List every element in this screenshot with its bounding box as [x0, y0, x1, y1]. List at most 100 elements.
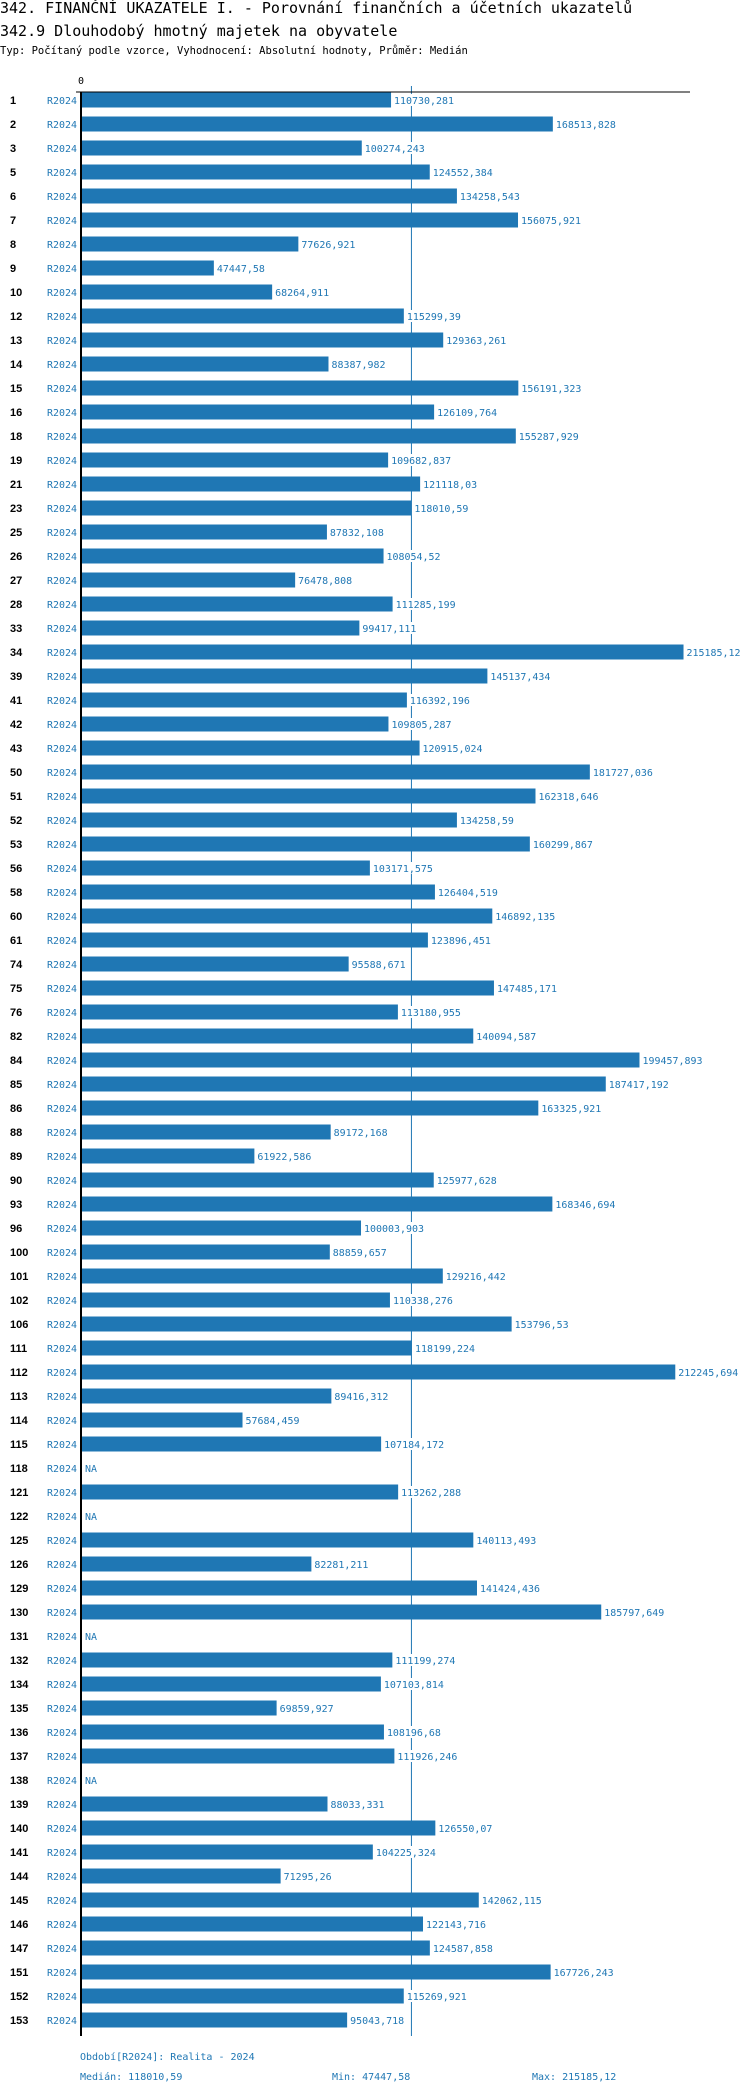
- category-label: 151: [10, 1967, 28, 1979]
- value-label-bg: [474, 1534, 538, 1546]
- value-label: 47447,58: [217, 264, 265, 275]
- bar: [81, 1724, 384, 1740]
- value-label: 113262,288: [401, 1488, 461, 1499]
- value-label: 187417,192: [609, 1080, 669, 1091]
- period-label: R2024: [47, 1464, 77, 1475]
- bar: [81, 1148, 255, 1164]
- category-label: 6: [10, 191, 16, 203]
- value-label: 104225,324: [376, 1848, 436, 1859]
- value-label-bg: [399, 1486, 463, 1498]
- period-label: R2024: [47, 816, 77, 827]
- value-label: 147485,171: [497, 984, 557, 995]
- period-label: R2024: [47, 576, 77, 587]
- bar: [81, 1556, 312, 1572]
- period-label: R2024: [47, 696, 77, 707]
- period-label: R2024: [47, 792, 77, 803]
- category-label: 137: [10, 1751, 28, 1763]
- category-label: 129: [10, 1583, 28, 1595]
- period-label: R2024: [47, 984, 77, 995]
- value-label-bg: [214, 262, 266, 274]
- category-label: 10: [10, 287, 22, 299]
- period-label: R2024: [47, 1272, 77, 1283]
- period-label: R2024: [47, 216, 77, 227]
- value-label-bg: [330, 1246, 388, 1258]
- value-label-bg: [444, 334, 508, 346]
- bar: [81, 1388, 332, 1404]
- category-label: 41: [10, 695, 22, 707]
- value-label-bg: [381, 1678, 445, 1690]
- value-label-bg: [457, 814, 515, 826]
- bar: [81, 188, 457, 204]
- value-label: 111926,246: [397, 1752, 457, 1763]
- value-label: 88859,657: [333, 1248, 387, 1259]
- category-label: 60: [10, 911, 22, 923]
- value-label: 100274,243: [365, 144, 425, 155]
- period-label: R2024: [47, 1488, 77, 1499]
- value-label: 124552,384: [433, 168, 493, 179]
- value-label: 71295,26: [284, 1872, 332, 1883]
- category-label: 51: [10, 791, 22, 803]
- bar: [81, 956, 349, 972]
- bar: [81, 452, 389, 468]
- category-label: 93: [10, 1199, 22, 1211]
- period-label: R2024: [47, 1368, 77, 1379]
- bar: [81, 1652, 393, 1668]
- period-label: R2024: [47, 1680, 77, 1691]
- value-label-bg: [299, 238, 357, 250]
- value-label-bg: [536, 790, 600, 802]
- category-label: 52: [10, 815, 22, 827]
- bar: [81, 1316, 512, 1332]
- value-label-bg: [83, 1510, 98, 1522]
- bar: [81, 980, 494, 996]
- period-label: R2024: [47, 672, 77, 683]
- category-label: 136: [10, 1727, 28, 1739]
- value-label: 109682,837: [391, 456, 451, 467]
- value-label: 95588,671: [352, 960, 406, 971]
- value-label: 110338,276: [393, 1296, 453, 1307]
- period-label: R2024: [47, 120, 77, 131]
- value-label-bg: [412, 1342, 476, 1354]
- value-label: 129216,442: [446, 1272, 506, 1283]
- period-label: R2024: [47, 240, 77, 251]
- period-label: R2024: [47, 336, 77, 347]
- value-label: 162318,646: [538, 792, 598, 803]
- value-label: 145137,434: [490, 672, 550, 683]
- bar: [81, 692, 407, 708]
- period-label: R2024: [47, 1416, 77, 1427]
- value-label: 185797,649: [604, 1608, 664, 1619]
- value-label: 155287,929: [519, 432, 579, 443]
- value-label-bg: [390, 1294, 454, 1306]
- bar: [81, 524, 327, 540]
- value-label-bg: [384, 1726, 442, 1738]
- period-label: R2024: [47, 456, 77, 467]
- category-label: 75: [10, 983, 22, 995]
- period-label: R2024: [47, 1968, 77, 1979]
- category-label: 34: [10, 647, 23, 659]
- value-label-bg: [428, 934, 492, 946]
- category-label: 90: [10, 1175, 22, 1187]
- period-label: R2024: [47, 480, 77, 491]
- bar: [81, 92, 392, 108]
- value-label-bg: [331, 1126, 389, 1138]
- value-label: 141424,436: [480, 1584, 540, 1595]
- footer-median: Medián: 118010,59: [80, 2072, 183, 2083]
- value-label: 181727,036: [593, 768, 653, 779]
- period-label: R2024: [47, 1080, 77, 1091]
- bar: [81, 1964, 551, 1980]
- category-label: 23: [10, 503, 22, 515]
- bar: [81, 1220, 362, 1236]
- period-label: R2024: [47, 1632, 77, 1643]
- value-label-bg: [83, 1774, 98, 1786]
- bar: [81, 1292, 390, 1308]
- value-label-bg: [348, 2014, 406, 2026]
- value-label-bg: [362, 1222, 426, 1234]
- bar: [81, 1940, 430, 1956]
- category-label: 9: [10, 263, 16, 275]
- period-label: R2024: [47, 720, 77, 731]
- period-label: R2024: [47, 912, 77, 923]
- bar: [81, 164, 430, 180]
- value-label: 134258,543: [460, 192, 520, 203]
- period-label: R2024: [47, 768, 77, 779]
- value-label: 160299,867: [533, 840, 593, 851]
